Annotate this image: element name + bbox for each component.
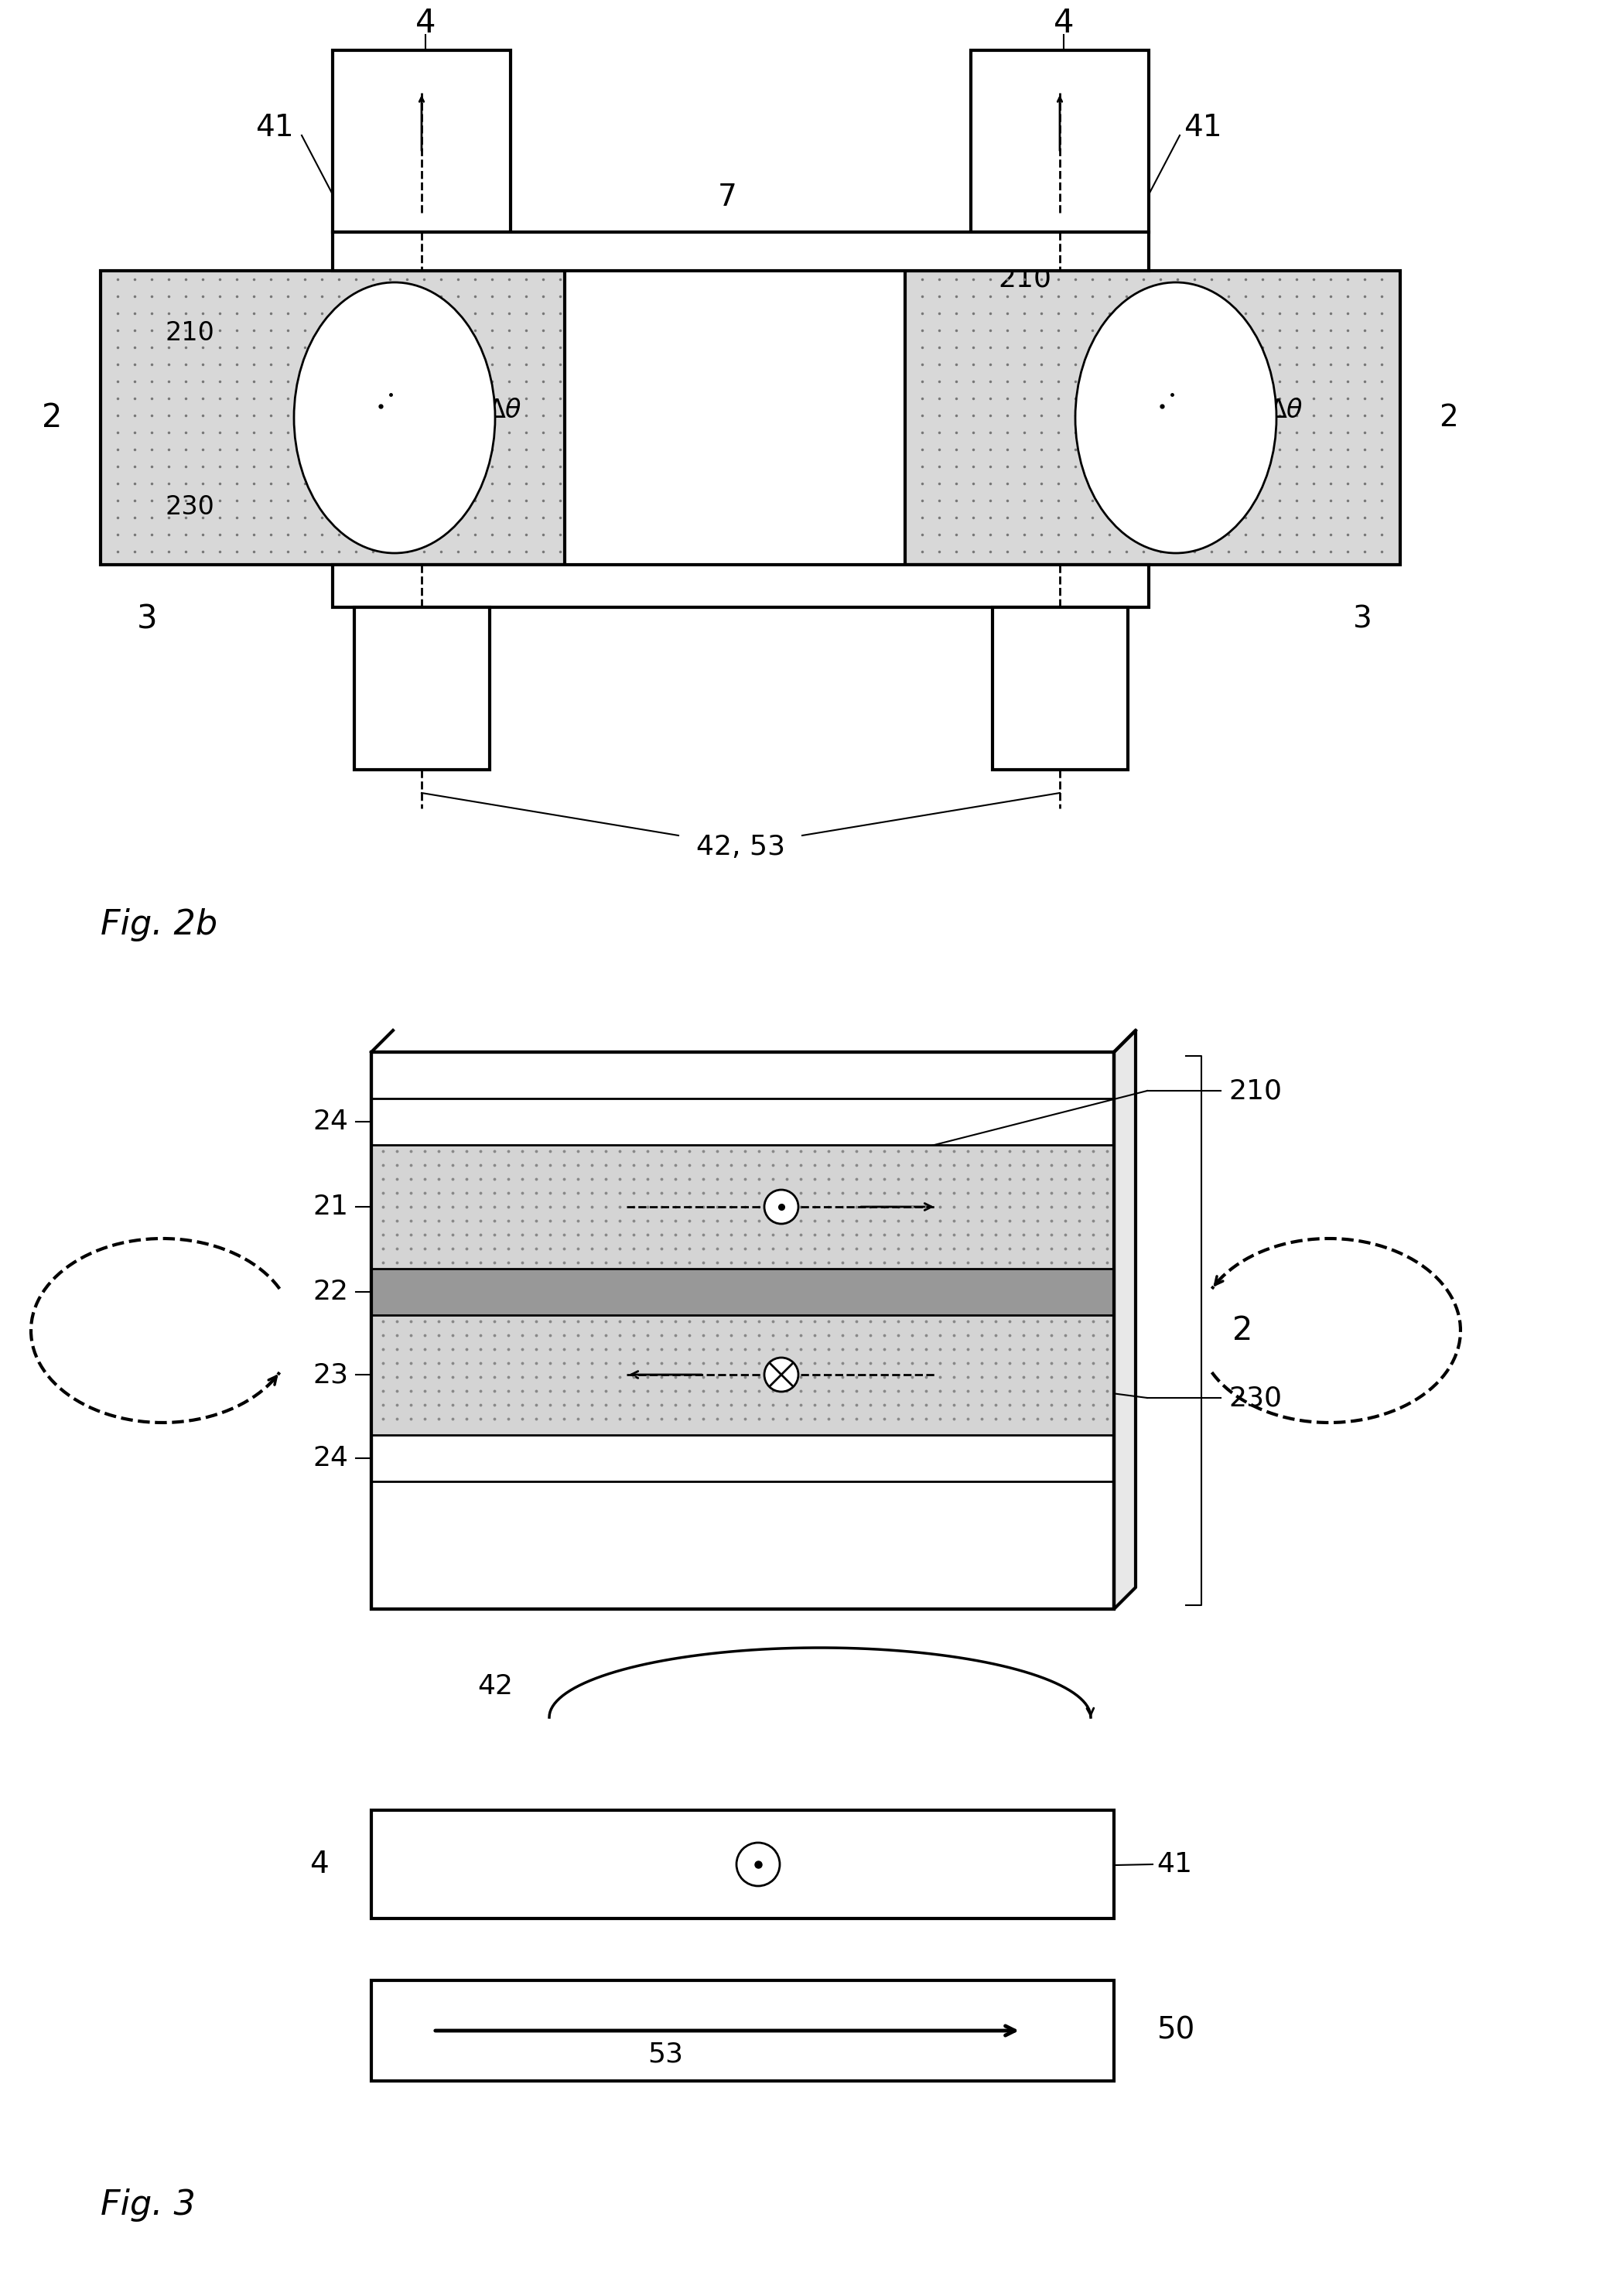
Text: 42, 53: 42, 53 [696,833,785,861]
Text: 210: 210 [165,319,214,344]
Bar [101,271,564,565]
Text: 53: 53 [648,2041,683,2066]
Text: 42: 42 [478,1674,513,1699]
Text: Fig. 3: Fig. 3 [101,2188,195,2220]
Bar [333,232,1148,271]
Text: 41: 41 [1156,1851,1193,1878]
Text: $\Delta\theta$: $\Delta\theta$ [1268,397,1303,422]
Text: Fig. 2b: Fig. 2b [101,907,217,941]
Text: 41: 41 [256,113,294,142]
Bar [993,606,1127,769]
Text: 230: 230 [165,494,214,519]
Text: 41: 41 [1183,113,1222,142]
Text: 3: 3 [136,602,157,636]
Bar [333,565,1148,606]
Text: 4: 4 [310,1851,329,1878]
Text: 2: 2 [42,402,62,434]
Bar [971,51,1148,232]
Text: 21: 21 [312,1194,349,1219]
Polygon shape [1115,1031,1135,1609]
Bar [371,1052,1115,1609]
Text: 22: 22 [312,1279,349,1304]
Text: 230: 230 [1228,1384,1282,1412]
Text: 4: 4 [416,7,435,39]
Ellipse shape [294,282,496,553]
Text: 24: 24 [312,1109,349,1134]
Bar [371,1809,1115,1919]
Bar [905,271,1401,565]
Text: 7: 7 [718,184,737,211]
Bar [355,606,489,769]
Text: 2: 2 [1233,1313,1252,1348]
Circle shape [737,1844,780,1885]
Text: 210: 210 [998,266,1052,292]
Text: 4: 4 [1054,7,1075,39]
Bar [371,1270,1115,1316]
Bar [333,51,510,232]
Text: 210: 210 [1228,1077,1282,1104]
Bar [371,1316,1115,1435]
Text: $\Delta\theta$: $\Delta\theta$ [488,397,521,422]
Text: 23: 23 [312,1362,349,1387]
Bar [371,1052,1115,1609]
Circle shape [764,1357,798,1391]
Text: 3: 3 [1351,604,1370,634]
Bar [371,1981,1115,2080]
Text: 24: 24 [312,1444,349,1472]
Text: 50: 50 [1156,2016,1194,2046]
Circle shape [764,1189,798,1224]
Text: 230: 230 [1151,494,1201,519]
Text: 2: 2 [1439,404,1458,432]
Ellipse shape [1075,282,1276,553]
Bar [371,1146,1115,1270]
